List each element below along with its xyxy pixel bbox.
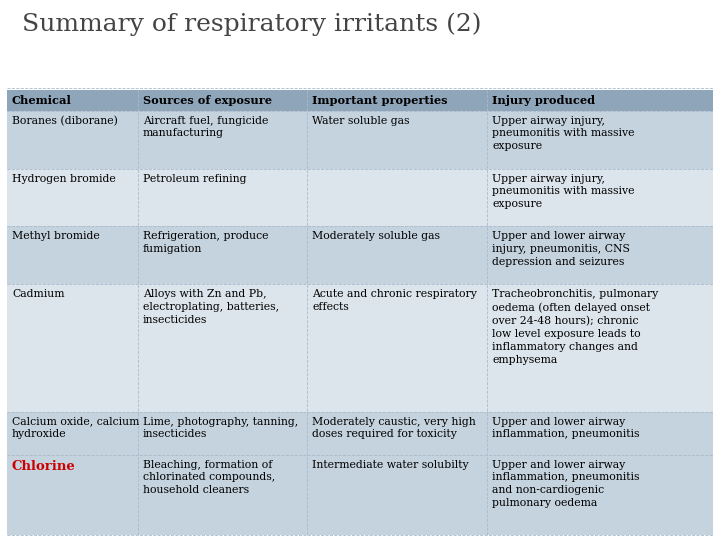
Text: Upper airway injury,
pneumonitis with massive
exposure: Upper airway injury, pneumonitis with ma… (492, 173, 634, 209)
Text: Water soluble gas: Water soluble gas (312, 116, 410, 126)
Text: Lime, photography, tanning,
insecticides: Lime, photography, tanning, insecticides (143, 416, 298, 440)
Text: Refrigeration, produce
fumigation: Refrigeration, produce fumigation (143, 232, 268, 254)
Bar (487, 455, 713, 535)
Bar (307, 285, 487, 411)
Bar (7, 226, 138, 285)
Text: Upper and lower airway
inflammation, pneumonitis
and non-cardiogenic
pulmonary o: Upper and lower airway inflammation, pne… (492, 460, 639, 508)
Bar (487, 226, 713, 285)
Bar (7, 168, 138, 226)
Bar (7, 411, 138, 455)
Bar (7, 90, 138, 111)
Bar (487, 111, 713, 168)
Text: Hydrogen bromide: Hydrogen bromide (12, 173, 116, 184)
Text: Moderately soluble gas: Moderately soluble gas (312, 232, 440, 241)
Text: Important properties: Important properties (312, 95, 448, 106)
Bar (487, 168, 713, 226)
Text: Chemical: Chemical (12, 95, 72, 106)
Text: Petroleum refining: Petroleum refining (143, 173, 246, 184)
Text: Acute and chronic respiratory
effects: Acute and chronic respiratory effects (312, 289, 477, 312)
Bar (487, 90, 713, 111)
Text: Cadmium: Cadmium (12, 289, 65, 300)
Text: Upper and lower airway
injury, pneumonitis, CNS
depression and seizures: Upper and lower airway injury, pneumonit… (492, 232, 630, 267)
Text: Alloys with Zn and Pb,
electroplating, batteries,
insecticides: Alloys with Zn and Pb, electroplating, b… (143, 289, 279, 325)
Bar (487, 411, 713, 455)
Bar (307, 411, 487, 455)
Text: Upper and lower airway
inflammation, pneumonitis: Upper and lower airway inflammation, pne… (492, 416, 639, 440)
Bar (138, 111, 307, 168)
Text: Moderately caustic, very high
doses required for toxicity: Moderately caustic, very high doses requ… (312, 416, 476, 440)
Bar (138, 90, 307, 111)
Bar (138, 285, 307, 411)
Bar (7, 111, 138, 168)
Bar (307, 455, 487, 535)
Bar (7, 285, 138, 411)
Text: Methyl bromide: Methyl bromide (12, 232, 100, 241)
Bar (138, 411, 307, 455)
Text: Summary of respiratory irritants (2): Summary of respiratory irritants (2) (22, 12, 482, 36)
Bar (138, 455, 307, 535)
Bar (307, 226, 487, 285)
Bar (307, 111, 487, 168)
Bar (487, 285, 713, 411)
Text: Boranes (diborane): Boranes (diborane) (12, 116, 118, 126)
Text: Upper airway injury,
pneumonitis with massive
exposure: Upper airway injury, pneumonitis with ma… (492, 116, 634, 151)
Text: Intermediate water solubilty: Intermediate water solubilty (312, 460, 469, 470)
Text: Sources of exposure: Sources of exposure (143, 95, 271, 106)
Bar (7, 455, 138, 535)
Bar (138, 168, 307, 226)
Text: Aircraft fuel, fungicide
manufacturing: Aircraft fuel, fungicide manufacturing (143, 116, 268, 138)
Text: Bleaching, formation of
chlorinated compounds,
household cleaners: Bleaching, formation of chlorinated comp… (143, 460, 275, 495)
Bar (307, 90, 487, 111)
Bar (138, 226, 307, 285)
Bar (307, 168, 487, 226)
Text: Injury produced: Injury produced (492, 95, 595, 106)
Text: Calcium oxide, calcium
hydroxide: Calcium oxide, calcium hydroxide (12, 416, 140, 440)
Text: Tracheobronchitis, pulmonary
oedema (often delayed onset
over 24-48 hours); chro: Tracheobronchitis, pulmonary oedema (oft… (492, 289, 658, 364)
Text: Chlorine: Chlorine (12, 460, 76, 472)
